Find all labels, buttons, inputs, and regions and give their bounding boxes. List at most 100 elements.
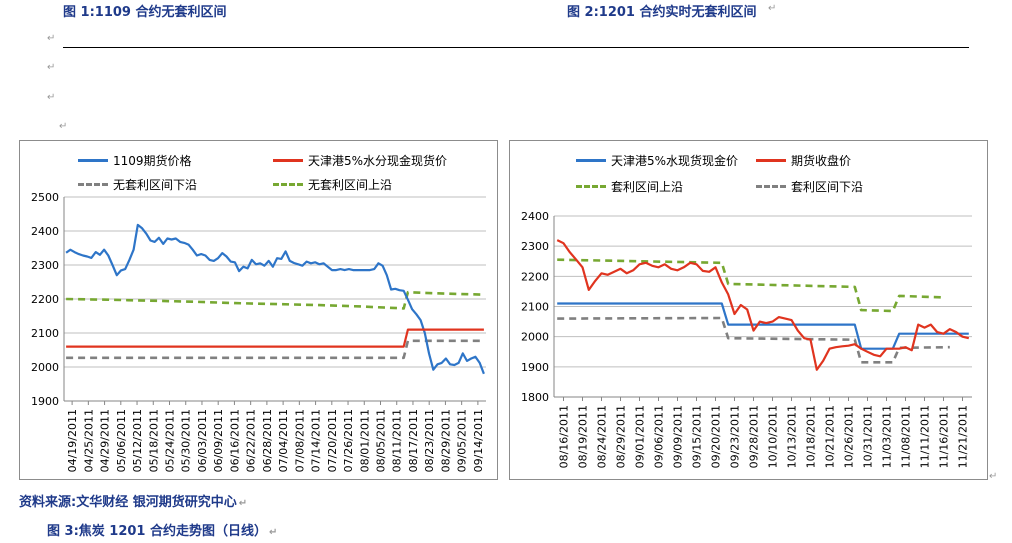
x-tick-label: 08/23/2011 (423, 409, 436, 472)
series-line (556, 239, 970, 371)
legend-label: 期货收盘价 (791, 154, 852, 168)
legend-swatch (273, 183, 303, 186)
x-tick-label: 11/03/2011 (881, 405, 894, 468)
y-tick-label: 2400 (521, 210, 549, 223)
y-tick-label: 1800 (521, 391, 549, 404)
legend-label: 1109期货价格 (113, 154, 192, 168)
x-tick-label: 08/01/2011 (358, 409, 371, 472)
return-mark: ↵ (768, 3, 777, 14)
legend-swatch (756, 159, 786, 162)
horizontal-rule (63, 47, 969, 48)
figure-3-text: 图 3:焦炭 1201 合约走势图（日线） (47, 524, 268, 539)
x-tick-label: 09/23/2011 (729, 405, 742, 468)
series-line (557, 258, 944, 313)
series-line (66, 339, 484, 360)
x-tick-label: 08/16/2011 (558, 405, 571, 468)
x-tick-label: 10/13/2011 (786, 405, 799, 468)
x-tick-label: 05/06/2011 (115, 409, 128, 472)
x-tick-label: 04/19/2011 (66, 409, 79, 472)
x-tick-label: 08/11/2011 (391, 409, 404, 472)
return-mark: ↵ (238, 498, 248, 509)
return-mark: ↵ (989, 471, 998, 482)
chart-2-plot: 1800 1900 2000 2100 2200 2300 2400 08/16/2011 08… (521, 210, 972, 468)
legend-label: 无套利区间下沿 (113, 178, 198, 192)
x-tick-label: 08/17/2011 (407, 409, 420, 472)
legend-swatch (273, 159, 303, 162)
series-line (66, 290, 484, 310)
x-tick-label: 10/26/2011 (843, 405, 856, 468)
legend-label: 套利区间下沿 (791, 180, 864, 194)
return-mark: ↵ (269, 527, 278, 538)
x-tick-label: 06/22/2011 (245, 409, 258, 472)
legend-swatch (78, 159, 108, 162)
return-mark: ↵ (47, 92, 56, 103)
x-tick-label: 09/01/2011 (634, 405, 647, 468)
y-tick-label: 2300 (521, 240, 549, 253)
x-tick-label: 08/29/2011 (439, 409, 452, 472)
source-text: 资料来源:文华财经 银河期货研究中心 (19, 495, 237, 510)
legend-item-spot-price: 天津港5%水分现金现货价 (273, 152, 447, 169)
y-tick-label: 2400 (31, 225, 59, 238)
return-mark: ↵ (47, 62, 56, 73)
x-tick-label: 07/26/2011 (342, 409, 355, 472)
legend-label: 套利区间上沿 (611, 180, 684, 194)
x-tick-label: 05/18/2011 (147, 409, 160, 472)
x-tick-label: 05/24/2011 (164, 409, 177, 472)
figure-2-caption: 图 2:1201 合约实时无套利区间 (567, 5, 757, 20)
chart-1201-realtime-no-arbitrage: 天津港5%水现货现金价 期货收盘价 套利区间上沿 套利区间下沿 1800 1900… (509, 140, 988, 480)
series-line (66, 328, 484, 348)
figure-3-caption: 图 3:焦炭 1201 合约走势图（日线） ↵ (47, 520, 277, 539)
source-note: 资料来源:文华财经 银河期货研究中心 ↵ (19, 491, 247, 510)
series-line (557, 302, 969, 350)
x-tick-label: 04/25/2011 (82, 409, 95, 472)
x-tick-label: 06/16/2011 (228, 409, 241, 472)
legend-item-upper-bound: 无套利区间上沿 (273, 176, 392, 193)
legend-item-upper-bound: 套利区间上沿 (576, 178, 683, 195)
x-tick-label: 07/20/2011 (326, 409, 339, 472)
x-tick-label: 09/20/2011 (710, 405, 723, 468)
x-tick-label: 09/28/2011 (748, 405, 761, 468)
y-tick-label: 1900 (31, 395, 59, 408)
x-tick-label: 08/19/2011 (577, 405, 590, 468)
legend-label: 天津港5%水分现金现货价 (308, 154, 448, 168)
legend-swatch (576, 185, 606, 188)
chart-1109-no-arbitrage: 1109期货价格 天津港5%水分现金现货价 无套利区间下沿 无套利区间上沿 19… (19, 140, 498, 480)
y-tick-label: 2000 (31, 361, 59, 374)
x-tick-label: 09/14/2011 (472, 409, 485, 472)
x-tick-label: 09/06/2011 (653, 405, 666, 468)
y-tick-label: 1900 (521, 361, 549, 374)
x-tick-label: 11/21/2011 (957, 405, 970, 468)
x-tick-label: 07/04/2011 (277, 409, 290, 472)
x-tick-label: 10/31/2011 (862, 405, 875, 468)
legend-swatch (756, 185, 786, 188)
y-tick-label: 2100 (31, 327, 59, 340)
legend-swatch (576, 159, 606, 162)
x-tick-label: 09/05/2011 (456, 409, 469, 472)
x-tick-label: 10/10/2011 (767, 405, 780, 468)
x-tick-label: 08/24/2011 (596, 405, 609, 468)
x-tick-label: 09/09/2011 (672, 405, 685, 468)
y-tick-label: 2500 (31, 191, 59, 204)
x-tick-label: 11/11/2011 (919, 405, 932, 468)
legend-swatch (78, 183, 108, 186)
x-tick-label: 06/09/2011 (212, 409, 225, 472)
x-tick-label: 07/08/2011 (293, 409, 306, 472)
x-tick-label: 07/14/2011 (310, 409, 323, 472)
x-tick-label: 08/29/2011 (615, 405, 628, 468)
x-tick-label: 05/30/2011 (180, 409, 193, 472)
figure-1-caption: 图 1:1109 合约无套利区间 (63, 5, 227, 20)
legend-item-futures-close: 期货收盘价 (756, 152, 851, 169)
x-tick-label: 08/05/2011 (375, 409, 388, 472)
return-mark: ↵ (59, 121, 68, 132)
x-tick-label: 11/16/2011 (938, 405, 951, 468)
return-mark: ↵ (47, 33, 56, 44)
y-tick-label: 2100 (521, 301, 549, 314)
x-tick-label: 05/12/2011 (131, 409, 144, 472)
legend-item-spot-price: 天津港5%水现货现金价 (576, 152, 738, 169)
x-tick-label: 10/21/2011 (824, 405, 837, 468)
x-tick-label: 09/15/2011 (691, 405, 704, 468)
y-tick-label: 2300 (31, 259, 59, 272)
y-tick-label: 2200 (521, 270, 549, 283)
x-tick-label: 06/03/2011 (196, 409, 209, 472)
